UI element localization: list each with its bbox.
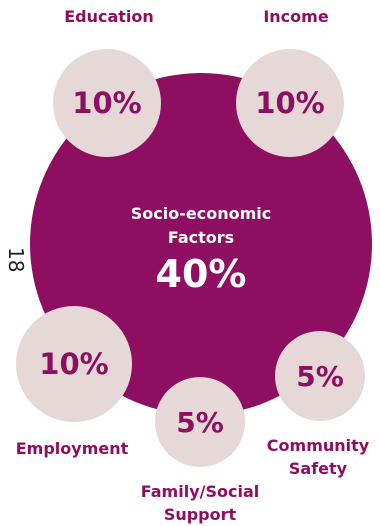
family-social-support-label-line1: Family/Social: [140, 482, 260, 501]
employment-label: Employment: [15, 439, 129, 458]
income-circle: 10%: [236, 49, 344, 157]
employment-circle: 10%: [16, 306, 132, 422]
center-title-line1: Socio-economic: [130, 204, 272, 223]
center-title: Socio-economic Factors: [101, 202, 301, 250]
center-title-line2: Factors: [167, 228, 235, 247]
family-social-support-circle: 5%: [155, 377, 245, 467]
family-social-support-label: Family/Social Support: [120, 480, 280, 526]
education-circle: 10%: [53, 49, 161, 157]
community-safety-label-line1: Community: [266, 436, 370, 455]
community-safety-circle: 5%: [275, 331, 365, 421]
income-label: Income: [263, 7, 329, 26]
center-percent: 40%: [155, 252, 247, 296]
family-social-support-label-line2: Support: [163, 505, 237, 524]
community-safety-label: Community Safety: [258, 434, 378, 480]
community-safety-label-line2: Safety: [288, 459, 348, 478]
page-number: 18: [4, 247, 28, 273]
education-label: Education: [64, 7, 154, 26]
